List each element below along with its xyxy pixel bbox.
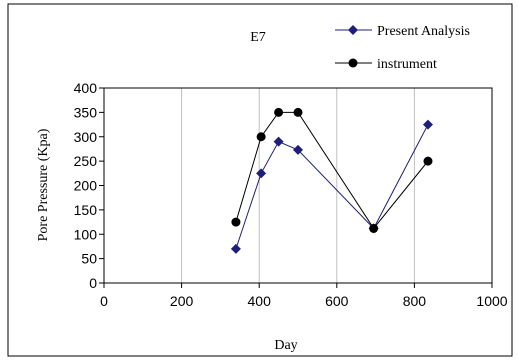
legend-label-present-analysis: Present Analysis — [377, 24, 470, 39]
legend-label-instrument: instrument — [377, 57, 437, 72]
data-point-present-analysis — [273, 136, 284, 147]
legend: Present Analysis instrument — [335, 24, 470, 72]
x-axis-label: Day — [274, 338, 297, 353]
y-axis-label: Pore Pressure (Kpa) — [36, 128, 51, 241]
y-tick-label: 150 — [74, 202, 98, 218]
series-line-present-analysis — [235, 124, 429, 250]
data-point-present-analysis — [293, 144, 303, 155]
series-line-instrument — [235, 111, 429, 230]
data-point-instrument — [256, 132, 266, 142]
legend-item-instrument: instrument — [335, 57, 437, 72]
y-tick-label: 250 — [74, 153, 98, 169]
y-tick-label: 350 — [74, 104, 98, 120]
data-point-instrument — [369, 223, 379, 233]
chart-border — [7, 3, 513, 357]
data-point-instrument — [293, 107, 303, 117]
chart-title: E7 — [250, 30, 266, 45]
legend-item-present-analysis: Present Analysis — [335, 24, 470, 39]
legend-marker-circle — [348, 58, 358, 68]
y-tick-label: 0 — [89, 275, 97, 291]
x-tick-label: 400 — [248, 293, 272, 309]
series-group — [230, 107, 433, 254]
legend-marker-diamond — [348, 25, 358, 35]
y-tick-label: 200 — [74, 178, 98, 194]
y-tick-label: 50 — [81, 251, 97, 267]
data-point-present-analysis — [422, 119, 433, 130]
y-tick-label: 400 — [74, 80, 98, 96]
data-point-instrument — [231, 217, 241, 227]
data-point-instrument — [423, 156, 433, 166]
x-tick-label: 1000 — [476, 293, 507, 309]
data-point-present-analysis — [230, 243, 241, 254]
x-tick-label: 600 — [325, 293, 349, 309]
y-tick-label: 100 — [74, 226, 98, 242]
y-tick-label: 300 — [74, 129, 98, 145]
data-point-instrument — [274, 107, 284, 117]
grid-lines — [181, 88, 415, 283]
axis-ticks: 0 200 400 600 800 1000 0 50 100 150 200 250 300 350 40… — [74, 80, 508, 309]
x-tick-label: 200 — [170, 293, 194, 309]
data-point-present-analysis — [256, 168, 267, 179]
x-tick-label: 800 — [403, 293, 427, 309]
x-tick-label: 0 — [100, 293, 108, 309]
